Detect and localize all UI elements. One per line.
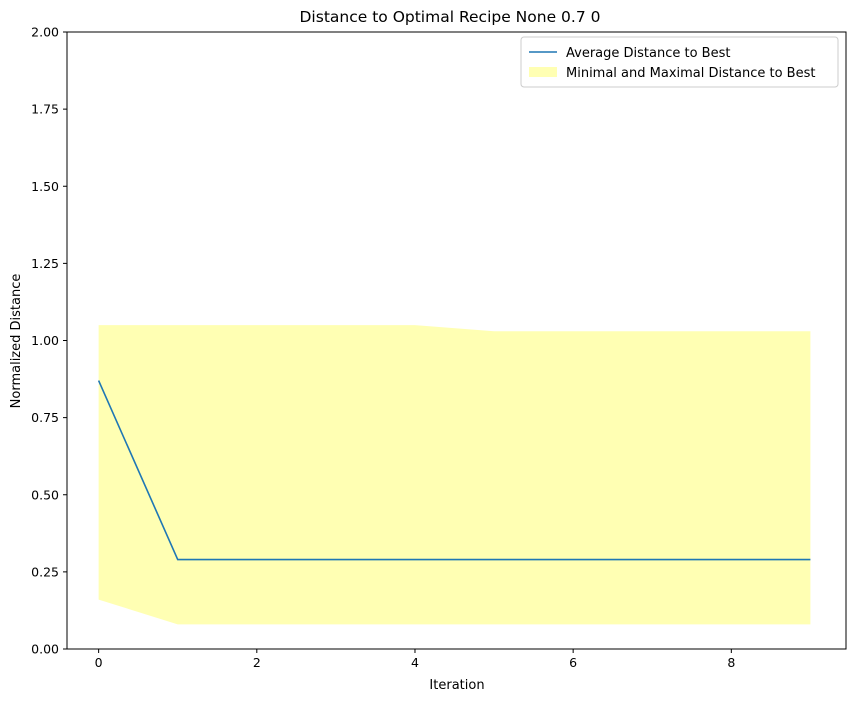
legend-label-average: Average Distance to Best	[566, 46, 730, 61]
legend: Average Distance to Best Minimal and Max…	[520, 36, 839, 88]
legend-frame	[520, 36, 839, 88]
chart-title: Distance to Optimal Recipe None 0.7 0	[300, 8, 601, 26]
y-tick-label: 1.50	[31, 179, 59, 194]
plot-area: 0 2 4 6 8 0.00 0.25 0.50 0.75 1.00 1.25 1.50 1.75 2.0…	[31, 25, 847, 670]
series-line-average	[97, 380, 811, 561]
axes-layer: 0 2 4 6 8 0.00 0.25 0.50 0.75 1.00 1.25 1.50 1.75 2.0…	[31, 25, 847, 670]
y-tick-label: 1.75	[31, 102, 59, 117]
y-tick-label: 1.00	[31, 333, 59, 348]
y-tick-label: 0.75	[31, 410, 59, 425]
band-area	[98, 325, 811, 625]
x-tick-label: 4	[411, 655, 419, 670]
y-axis-label: Normalized Distance	[9, 274, 24, 409]
y-tick-label: 2.00	[31, 25, 59, 40]
legend-band-swatch	[529, 67, 557, 77]
y-tick-label: 0.00	[31, 642, 59, 657]
y-tick-label: 0.50	[31, 487, 59, 502]
x-tick-label: 0	[95, 655, 103, 670]
x-tick-label: 6	[569, 655, 577, 670]
line-layer	[97, 380, 811, 561]
y-tick-label: 0.25	[31, 564, 59, 579]
legend-label-band: Minimal and Maximal Distance to Best	[566, 66, 815, 81]
band-layer	[98, 325, 811, 625]
y-tick-label: 1.25	[31, 256, 59, 271]
x-tick-label: 8	[727, 655, 735, 670]
x-tick-label: 2	[253, 655, 261, 670]
x-axis-label: Iteration	[429, 678, 484, 693]
